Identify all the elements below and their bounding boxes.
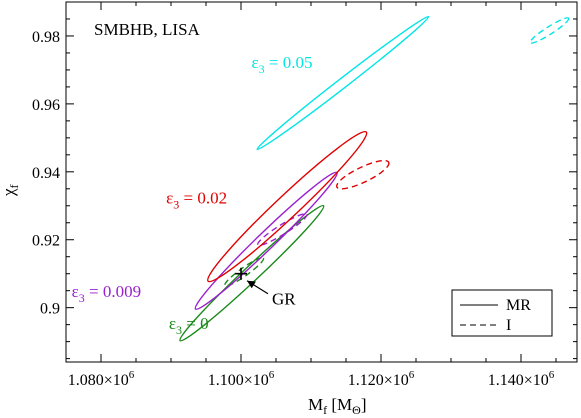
x-axis-label: Mf [MΘ]	[308, 395, 367, 417]
y-tick-label: 0.98	[32, 29, 60, 46]
ticks-layer	[65, 1, 577, 362]
legend-label-i: I	[506, 317, 511, 334]
y-axis-label: χf	[0, 184, 21, 197]
chart-title: SMBHB, LISA	[94, 20, 201, 39]
y-tick-label: 0.96	[32, 97, 60, 114]
ellipses-layer	[179, 15, 570, 342]
legend-box	[451, 289, 553, 337]
plot-frame	[65, 1, 578, 363]
annotation-eps-002: ε3 = 0.02	[166, 188, 227, 211]
x-tick-label: 1.080×106	[68, 369, 135, 389]
gr-arrowhead	[247, 280, 256, 289]
ellipse-eps-005-mr	[256, 15, 430, 151]
ellipse-eps-005-i	[529, 17, 570, 44]
ellipse-eps-002-mr	[207, 130, 368, 283]
ellipse-eps-002-i	[335, 159, 390, 190]
annotation-eps-005: ε3 = 0.05	[252, 53, 313, 76]
gr-label: GR	[272, 290, 296, 309]
gr-plus-marker	[235, 267, 247, 280]
ellipse-eps-0-mr	[179, 204, 325, 342]
y-tick-label: 0.9	[40, 301, 60, 318]
y-axis-label-text: χf	[0, 184, 21, 197]
legend: MR I	[451, 289, 553, 337]
ellipse-eps-0009-i	[256, 213, 308, 247]
gr-marker: GR	[235, 267, 296, 309]
x-tick-label: 1.120×106	[348, 369, 415, 389]
legend-label-mr: MR	[506, 297, 531, 314]
annotation-eps-0009: ε3 = 0.009	[72, 282, 141, 305]
labels-layer: 1.080×106 1.100×106 1.120×106 1.140×106 0.9 0…	[32, 29, 555, 389]
x-tick-label: 1.140×106	[488, 369, 555, 389]
y-tick-label: 0.94	[32, 165, 60, 182]
chart-title-text: SMBHB, LISA	[94, 20, 201, 39]
y-tick-label: 0.92	[32, 233, 60, 250]
x-axis-label-text: Mf [MΘ]	[308, 395, 367, 417]
x-tick-label: 1.100×106	[208, 369, 275, 389]
annotation-eps-0: ε3 = 0	[169, 314, 209, 337]
